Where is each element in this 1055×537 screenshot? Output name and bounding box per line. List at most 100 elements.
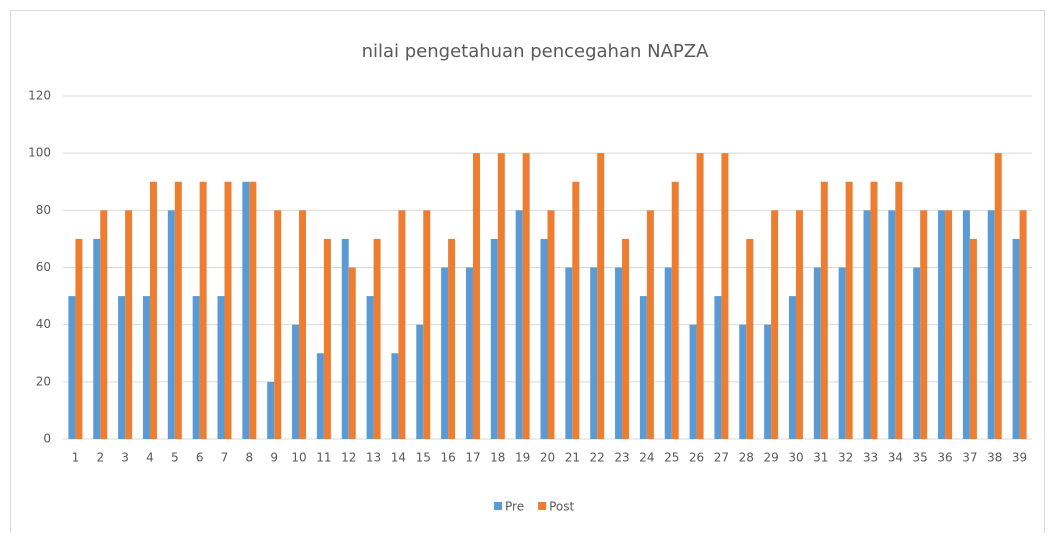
- bar: [149, 181, 157, 439]
- bar: [167, 210, 175, 439]
- x-tick-label: 10: [291, 451, 306, 465]
- x-tick-label: 20: [540, 451, 555, 465]
- x-tick-label: 17: [465, 451, 480, 465]
- bar: [639, 296, 647, 439]
- bar: [515, 210, 523, 439]
- x-tick-label: 16: [440, 451, 455, 465]
- bar: [771, 210, 779, 439]
- x-tick-label: 39: [1012, 451, 1027, 465]
- x-tick-label: 35: [913, 451, 928, 465]
- bar: [118, 296, 126, 439]
- bar: [416, 324, 424, 439]
- bar: [945, 210, 953, 439]
- bar: [299, 210, 307, 439]
- x-tick-label: 9: [270, 451, 278, 465]
- bar: [696, 153, 704, 439]
- bar: [547, 210, 555, 439]
- bar: [646, 210, 654, 439]
- bar: [174, 181, 182, 439]
- x-tick-label: 32: [838, 451, 853, 465]
- bar: [689, 324, 697, 439]
- bar: [622, 238, 630, 439]
- bar: [913, 267, 921, 439]
- bar: [845, 181, 853, 439]
- bar: [895, 181, 903, 439]
- bar: [870, 181, 878, 439]
- bar: [93, 238, 101, 439]
- x-tick-label: 22: [590, 451, 605, 465]
- bar: [448, 238, 456, 439]
- x-tick-label: 14: [391, 451, 406, 465]
- x-tick-label: 33: [863, 451, 878, 465]
- bar: [199, 181, 207, 439]
- bar: [142, 296, 150, 439]
- bar: [522, 153, 530, 439]
- bar: [192, 296, 200, 439]
- bar: [316, 353, 324, 439]
- bar: [788, 296, 796, 439]
- bar: [292, 324, 300, 439]
- bar: [267, 381, 275, 439]
- x-tick-label: 25: [664, 451, 679, 465]
- bar: [540, 238, 548, 439]
- bar: [472, 153, 480, 439]
- bar: [820, 181, 828, 439]
- bar: [920, 210, 928, 439]
- x-tick-label: 13: [366, 451, 381, 465]
- x-tick-label: 24: [639, 451, 654, 465]
- bar: [366, 296, 374, 439]
- x-tick-label: 34: [888, 451, 903, 465]
- x-tick-label: 37: [962, 451, 977, 465]
- bar: [348, 267, 356, 439]
- bar: [597, 153, 605, 439]
- bar: [987, 210, 995, 439]
- x-tick-label: 26: [689, 451, 704, 465]
- x-tick-label: 8: [246, 451, 254, 465]
- bar: [125, 210, 133, 439]
- bar: [721, 153, 729, 439]
- x-tick-label: 6: [196, 451, 204, 465]
- bar: [1012, 238, 1020, 439]
- y-tick-label: 0: [43, 432, 51, 446]
- legend-label: Post: [549, 500, 574, 514]
- bar: [323, 238, 331, 439]
- y-tick-label: 100: [28, 146, 51, 160]
- x-tick-label: 18: [490, 451, 505, 465]
- bar: [373, 238, 381, 439]
- bar: [490, 238, 498, 439]
- legend-swatch: [538, 502, 547, 510]
- bar: [217, 296, 225, 439]
- bar: [224, 181, 232, 439]
- legend-swatch: [494, 502, 502, 510]
- x-tick-label: 27: [714, 451, 729, 465]
- x-tick-label: 3: [121, 451, 129, 465]
- bar: [565, 267, 573, 439]
- bar: [341, 238, 349, 439]
- bar: [398, 210, 406, 439]
- bar: [391, 353, 399, 439]
- x-tick-label: 19: [515, 451, 530, 465]
- x-tick-label: 23: [614, 451, 629, 465]
- x-tick-label: 12: [341, 451, 356, 465]
- bar: [465, 267, 473, 439]
- x-tick-label: 28: [739, 451, 754, 465]
- bar: [572, 181, 580, 439]
- bar: [1019, 210, 1027, 439]
- bar: [100, 210, 108, 439]
- bar: [664, 267, 672, 439]
- x-tick-label: 36: [937, 451, 952, 465]
- x-tick-label: 31: [813, 451, 828, 465]
- x-tick-label: 15: [416, 451, 431, 465]
- x-tick-label: 29: [763, 451, 778, 465]
- bar: [739, 324, 747, 439]
- bar: [615, 267, 623, 439]
- x-tick-label: 4: [146, 451, 154, 465]
- x-tick-label: 30: [788, 451, 803, 465]
- bar: [441, 267, 449, 439]
- bar: [590, 267, 598, 439]
- x-tick-label: 21: [565, 451, 580, 465]
- bar: [962, 210, 970, 439]
- bar: [746, 238, 754, 439]
- x-tick-label: 11: [316, 451, 331, 465]
